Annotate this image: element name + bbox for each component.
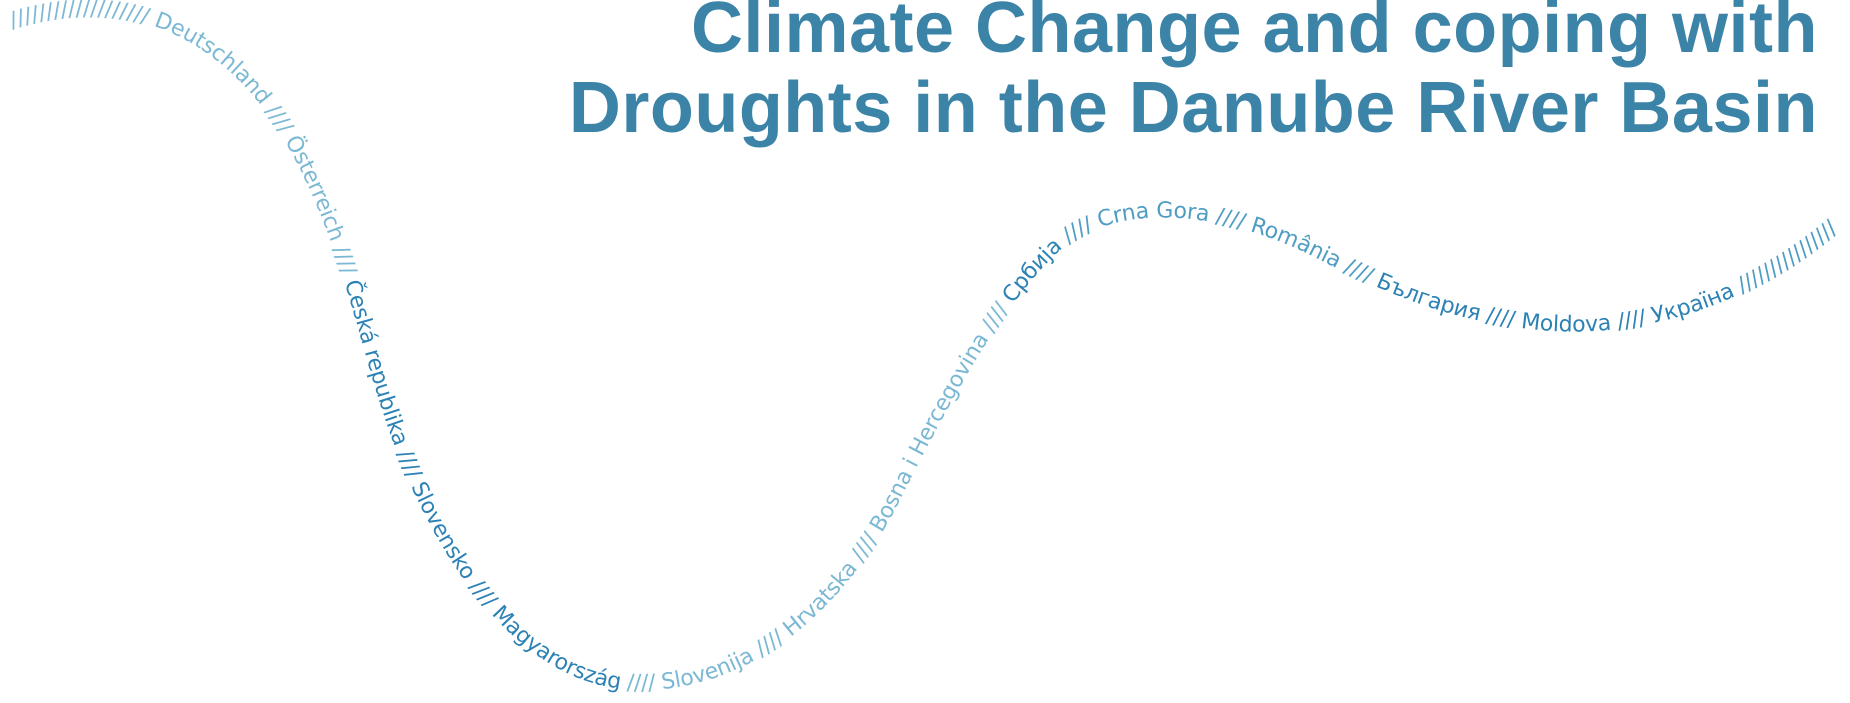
river-segment-3: //// Slovenija //// Hrvatska //// Bosna … [626, 297, 1014, 696]
river-segment-4: Србија [994, 228, 1073, 313]
river-text-path: /////////////////// Deutschland //// Öst… [7, 0, 1843, 696]
river-segment-5: //// Crna Gora //// România //// [1058, 198, 1378, 289]
river-country-names: /////////////////// Deutschland //// Öst… [7, 0, 1844, 696]
page-title: Climate Change and coping with Droughts … [569, 0, 1818, 148]
title-line-2: Droughts in the Danube River Basin [568, 68, 1818, 148]
river-segment-1: /////////////////// Deutschland //// Öst… [7, 0, 361, 279]
river-segment-6: България //// Moldova //// Україна [1367, 266, 1746, 338]
river-segment-2: Česká republika //// Slovensko //// Magy… [337, 270, 630, 695]
title-line-1: Climate Change and coping with [690, 0, 1818, 68]
river-segment-7: //////////////// [1733, 215, 1843, 298]
